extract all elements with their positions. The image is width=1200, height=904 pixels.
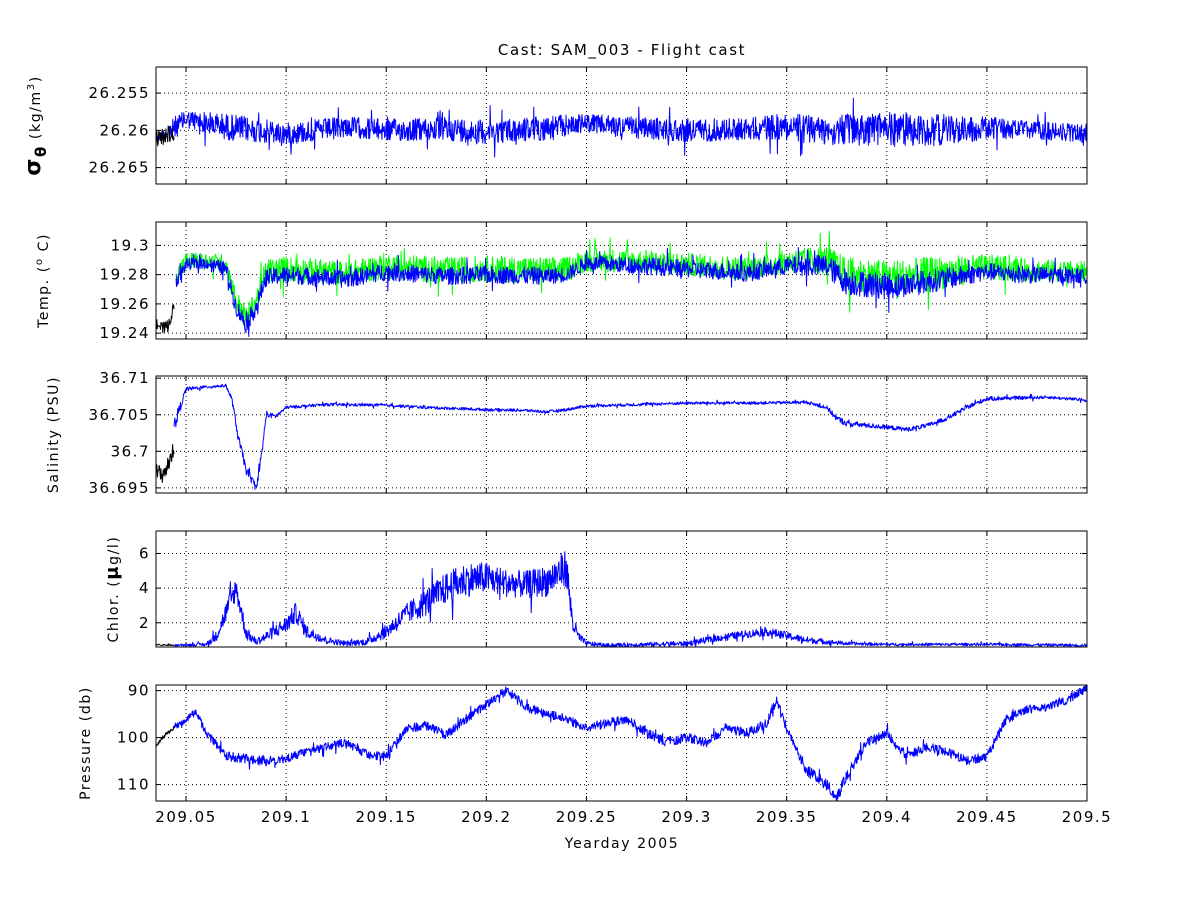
x-axis-label: Yearday 2005	[564, 836, 679, 852]
y-axis-label-salinity: Salinity (PSU)	[46, 376, 62, 493]
y-tick-label: 6	[139, 545, 150, 563]
y-tick-label: 26.255	[89, 84, 151, 102]
series-group-temp	[156, 230, 1087, 337]
y-axis-label-sigma: σθ (kg/m3)	[21, 75, 50, 176]
y-axis-label-chlor: Chlor. (μg/l)	[102, 536, 123, 643]
series-group-salinity	[156, 383, 1087, 490]
series-line	[156, 304, 175, 334]
x-tick-label: 209.45	[956, 808, 1018, 826]
series-line	[156, 726, 175, 747]
y-label-unit: (kg/m	[28, 90, 44, 145]
panel-frame	[155, 530, 1088, 648]
y-label-text: Temp. (	[36, 265, 52, 329]
series-line	[173, 685, 1087, 801]
panel-pressure: 90 100 110 Pressure (db) 209.05 209.1 209.15 20…	[78, 682, 1112, 826]
chart-title: Cast: SAM_003 - Flight cast	[498, 41, 746, 60]
x-tick-label: 209.3	[661, 808, 711, 826]
panel-sigma: 26.255 26.26 26.265 σθ (kg/m3)	[21, 66, 1088, 185]
series-line	[156, 443, 175, 483]
series-group-chlor	[156, 551, 1087, 647]
y-label-text: Salinity (PSU)	[46, 376, 62, 493]
y-label-superscript: 3	[26, 82, 37, 90]
series-group-pressure	[156, 685, 1087, 801]
y-tick-label: 26.26	[100, 121, 150, 139]
y-axis-label-temp: Temp. (o C)	[34, 233, 52, 329]
panel-chlor: 2 4 6 Chlor. (μg/l)	[102, 530, 1088, 648]
x-tick-label: 209.25	[556, 808, 618, 826]
x-tick-label: 209.2	[461, 808, 511, 826]
y-label-unit: g/l)	[106, 536, 122, 565]
x-tick-label: 209.1	[261, 808, 311, 826]
x-tick-label: 209.4	[862, 808, 912, 826]
series-line	[173, 383, 1087, 490]
y-tick-label: 90	[128, 682, 150, 700]
y-tick-label: 36.71	[100, 369, 150, 387]
y-tick-label: 19.3	[111, 236, 150, 254]
x-tick-label: 209.35	[756, 808, 818, 826]
series-line	[156, 643, 175, 647]
series-line	[156, 125, 175, 147]
x-tick-label: 209.15	[355, 808, 417, 826]
y-label-close: )	[28, 75, 44, 82]
y-label-unit: C)	[36, 233, 52, 258]
y-tick-label: 19.26	[100, 295, 150, 313]
y-label-mu: μ	[102, 565, 123, 580]
y-axis-label-pressure: Pressure (db)	[78, 686, 94, 800]
y-tick-label: 36.695	[89, 479, 151, 497]
y-tick-label: 26.265	[89, 159, 151, 177]
y-tick-label: 110	[117, 776, 150, 794]
series-line	[173, 551, 1087, 647]
panel-frame	[155, 684, 1088, 802]
x-tick-label: 209.05	[155, 808, 217, 826]
panel-frame	[155, 375, 1088, 494]
x-tick-label: 209.5	[1062, 808, 1112, 826]
y-label-text: Chlor. (	[106, 580, 122, 643]
series-line	[156, 97, 1087, 158]
y-label-subscript: θ	[32, 145, 50, 157]
y-tick-label: 100	[117, 729, 150, 747]
y-label-text: Pressure (db)	[78, 686, 94, 800]
panel-salinity: 36.695 36.7 36.705 36.71 Salinity (PSU)	[46, 369, 1088, 497]
y-tick-label: 4	[139, 579, 150, 597]
panel-frame	[155, 66, 1088, 185]
series-group-sigma	[156, 97, 1087, 158]
panel-temp: 19.24 19.26 19.28 19.3 Temp. (o C)	[34, 221, 1088, 342]
y-label-superscript: o	[34, 257, 45, 265]
y-tick-label: 2	[139, 614, 150, 632]
series-line	[175, 247, 1087, 337]
y-tick-label: 19.24	[100, 324, 150, 342]
y-tick-label: 19.28	[100, 266, 150, 284]
panel-frame	[155, 221, 1088, 340]
y-tick-label: 36.705	[89, 406, 151, 424]
y-tick-label: 36.7	[111, 442, 150, 460]
y-label-symbol: σ	[21, 157, 46, 176]
